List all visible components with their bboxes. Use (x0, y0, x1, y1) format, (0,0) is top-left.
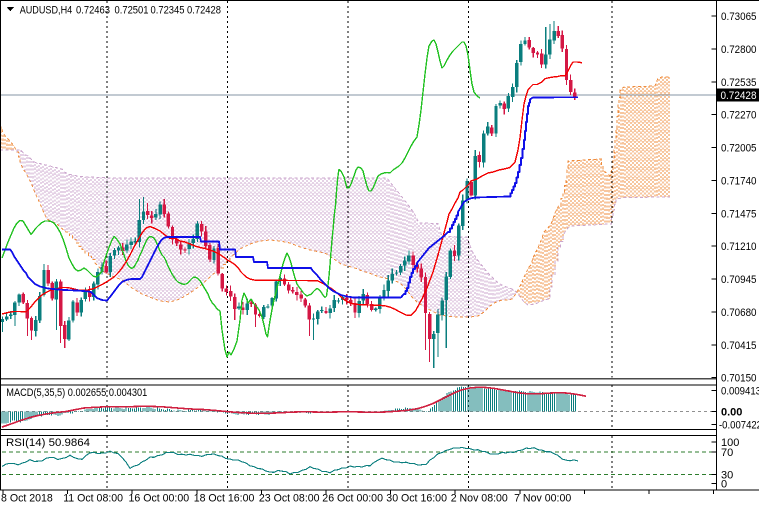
svg-text:RSI(14) 50.9864: RSI(14) 50.9864 (6, 437, 90, 449)
svg-text:AUDUSD,H4: AUDUSD,H4 (20, 5, 72, 17)
svg-text:0.71210: 0.71210 (721, 241, 757, 253)
svg-text:0.70680: 0.70680 (721, 307, 757, 319)
svg-text:-0.007422: -0.007422 (719, 419, 759, 431)
svg-text:23 Oct 08:00: 23 Oct 08:00 (259, 493, 320, 505)
svg-text:100: 100 (721, 437, 739, 449)
svg-text:30: 30 (721, 469, 733, 481)
svg-text:0.72270: 0.72270 (721, 110, 757, 122)
svg-text:0: 0 (721, 479, 727, 491)
svg-text:70: 70 (721, 447, 733, 459)
svg-text:MACD(5,35,5) 0.002655 0.004301: MACD(5,35,5) 0.002655 0.004301 (6, 387, 147, 399)
svg-text:0.00: 0.00 (721, 406, 742, 418)
svg-text:0.72428: 0.72428 (721, 90, 757, 102)
svg-text:0.72005: 0.72005 (721, 143, 757, 155)
svg-text:0.72463: 0.72463 (76, 5, 110, 17)
svg-text:26 Oct 00:00: 26 Oct 00:00 (322, 493, 383, 505)
svg-text:0.70150: 0.70150 (721, 373, 757, 385)
svg-text:0.71475: 0.71475 (721, 208, 757, 220)
svg-text:11 Oct 08:00: 11 Oct 08:00 (63, 493, 123, 505)
svg-text:16 Oct 00:00: 16 Oct 00:00 (129, 493, 190, 505)
svg-text:0.72501: 0.72501 (115, 5, 149, 17)
svg-text:0.009413: 0.009413 (721, 386, 759, 398)
svg-text:18 Oct 16:00: 18 Oct 16:00 (194, 493, 255, 505)
svg-text:0.71740: 0.71740 (721, 175, 757, 187)
svg-text:0.70945: 0.70945 (721, 274, 757, 286)
svg-text:2 Nov 08:00: 2 Nov 08:00 (451, 493, 508, 505)
svg-text:0.72428: 0.72428 (187, 5, 221, 17)
svg-text:0.70415: 0.70415 (721, 340, 757, 352)
svg-text:7 Nov 00:00: 7 Nov 00:00 (514, 493, 571, 505)
svg-text:8 Oct 2018: 8 Oct 2018 (1, 493, 53, 505)
svg-text:0.72535: 0.72535 (721, 77, 757, 89)
svg-text:0.72800: 0.72800 (721, 44, 757, 56)
svg-text:0.73065: 0.73065 (721, 11, 757, 23)
svg-text:0.72345: 0.72345 (151, 5, 185, 17)
svg-text:30 Oct 16:00: 30 Oct 16:00 (386, 493, 447, 505)
